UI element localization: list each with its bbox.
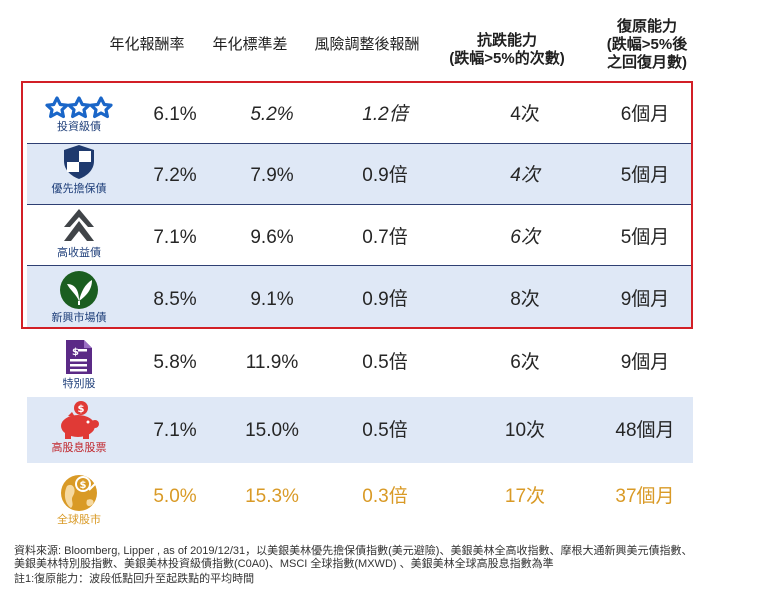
cell-stdev: 9.1%: [250, 289, 294, 310]
cell-resilience: 10次: [504, 420, 546, 441]
cell-risk_adj: 0.9倍: [362, 289, 408, 310]
up-arrow-icon: [61, 207, 97, 245]
cell-recovery: 9個月: [620, 289, 670, 310]
footnote-line: 美銀美林特別股指數、美銀美林投資級債指數(C0A0)、MSCI 全球指數(MXW…: [14, 558, 554, 570]
row-icon-group: $ 高股息股票: [29, 400, 129, 455]
globe-coin-icon: $: [59, 472, 99, 512]
cell-risk_adj: 0.5倍: [362, 420, 408, 441]
row-icon-group: 投資級債: [29, 95, 129, 134]
table-row: [27, 205, 693, 266]
cell-stdev: 15.0%: [245, 420, 299, 441]
cell-stdev: 11.9%: [245, 352, 299, 373]
cell-risk_adj: 0.7倍: [362, 227, 408, 248]
header-stdev: 年化標準差: [212, 36, 288, 53]
svg-text:$: $: [78, 404, 85, 415]
row-label: 高股息股票: [51, 442, 107, 454]
cell-recovery: 5個月: [620, 227, 670, 248]
cell-return: 7.1%: [153, 227, 197, 248]
cell-resilience: 6次: [510, 352, 540, 373]
row-icon-group: $ 特別股: [29, 338, 129, 391]
footnote-line: 資料來源: Bloomberg, Lipper , as of 2019/12/…: [14, 545, 693, 557]
cell-resilience: 8次: [510, 289, 540, 310]
cell-stdev: 5.2%: [250, 104, 294, 125]
table-row: [27, 144, 693, 205]
highlight-frame: [21, 81, 693, 329]
footnote-line: 註1:復原能力：波段低點回升至起跌點的平均時間: [14, 573, 255, 585]
row-icon-group: 優先擔保債: [29, 143, 129, 196]
cell-resilience: 6次: [510, 227, 540, 248]
table-row: [27, 397, 693, 463]
cell-return: 5.0%: [153, 486, 197, 507]
cell-return: 5.8%: [153, 352, 197, 373]
cell-resilience: 4次: [510, 165, 540, 186]
cell-recovery: 37個月: [615, 486, 675, 507]
row-label: 新興市場債: [51, 312, 107, 324]
cell-risk_adj: 0.3倍: [362, 486, 408, 507]
table-row: [27, 83, 693, 144]
shield-icon: [61, 143, 97, 181]
piggy-bank-icon: $: [56, 400, 102, 440]
header-return: 年化報酬率: [109, 36, 185, 53]
row-icon-group: 新興市場債: [29, 270, 129, 325]
cell-return: 8.5%: [153, 289, 197, 310]
header-resilience: 抗跌能力 (跌幅>5%的次數): [449, 32, 565, 67]
cell-stdev: 7.9%: [250, 165, 294, 186]
svg-text:$: $: [80, 480, 87, 491]
cell-resilience: 4次: [510, 104, 540, 125]
cell-stdev: 9.6%: [250, 227, 294, 248]
row-label: 投資級債: [57, 121, 101, 133]
cell-resilience: 17次: [504, 486, 546, 507]
row-label: 特別股: [62, 378, 96, 390]
cell-risk_adj: 1.2倍: [362, 104, 408, 125]
cell-recovery: 5個月: [620, 165, 670, 186]
cell-return: 6.1%: [153, 104, 197, 125]
cell-recovery: 48個月: [615, 420, 675, 441]
row-icon-group: 高收益債: [29, 207, 129, 260]
row-label: 高收益債: [57, 247, 101, 259]
cell-recovery: 9個月: [620, 352, 670, 373]
cell-risk_adj: 0.5倍: [362, 352, 408, 373]
row-icon-group: $ 全球股市: [29, 472, 129, 527]
document-icon: $: [64, 338, 94, 376]
row-label: 優先擔保債: [51, 183, 107, 195]
cell-return: 7.2%: [153, 165, 197, 186]
cell-recovery: 6個月: [620, 104, 670, 125]
leaf-icon: [59, 270, 99, 310]
header-risk_adj: 風險調整後報酬: [314, 36, 420, 53]
header-recovery: 復原能力 (跌幅>5%後 之回復月數): [606, 18, 688, 71]
cell-stdev: 15.3%: [245, 486, 299, 507]
cell-return: 7.1%: [153, 420, 197, 441]
stars-icon: [44, 95, 114, 119]
cell-risk_adj: 0.9倍: [362, 165, 408, 186]
row-label: 全球股市: [57, 514, 101, 526]
svg-text:$: $: [72, 347, 79, 358]
